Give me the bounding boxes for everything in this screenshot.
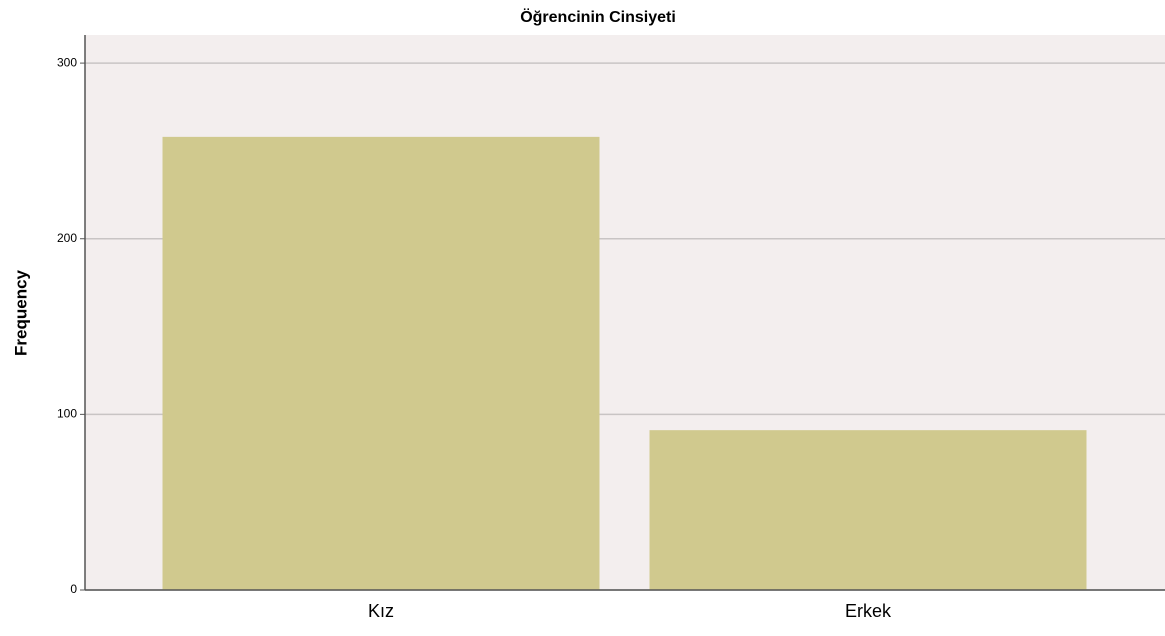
y-axis-label: Frequency	[11, 269, 30, 356]
bar	[162, 136, 600, 590]
chart-title: Öğrencinin Cinsiyeti	[520, 7, 676, 26]
x-tick-label: Kız	[368, 601, 394, 621]
bar	[649, 430, 1087, 590]
y-tick-label: 100	[57, 407, 77, 421]
y-tick-label: 0	[70, 582, 77, 596]
y-tick-label: 300	[57, 55, 77, 69]
y-tick-label: 200	[57, 231, 77, 245]
x-tick-label: Erkek	[845, 601, 892, 621]
